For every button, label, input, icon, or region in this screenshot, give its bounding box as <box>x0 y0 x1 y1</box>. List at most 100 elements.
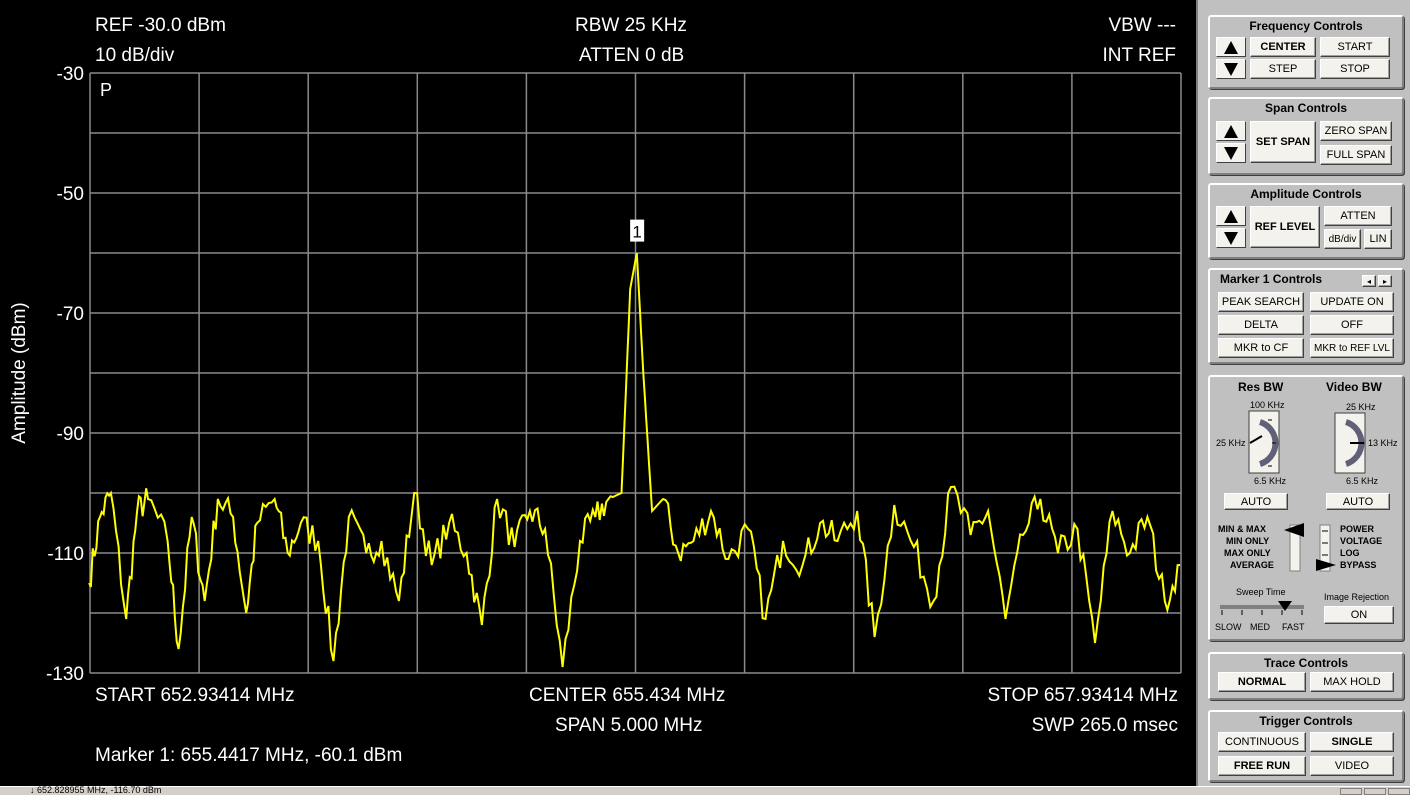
status-text: ↓ 652.828955 MHz, -116.70 dBm <box>30 785 162 795</box>
span-up-button[interactable] <box>1216 121 1246 141</box>
span-down-button[interactable] <box>1216 143 1246 163</box>
int-ref-label: INT REF <box>1102 45 1176 66</box>
detector-mode-letter: P <box>100 80 113 100</box>
start-frequency: START 652.93414 MHz <box>95 685 295 706</box>
detector-mode-slider[interactable] <box>1282 523 1304 573</box>
y-axis-ticks: -30 -50 -70 -90 -110 -130 <box>46 64 84 685</box>
group-title: Trigger Controls <box>1259 714 1353 728</box>
start-button[interactable]: START <box>1320 37 1390 57</box>
image-rejection-on-button[interactable]: ON <box>1324 606 1394 624</box>
step-button[interactable]: STEP <box>1250 59 1316 79</box>
vbw-label: VBW --- <box>1108 15 1176 36</box>
video-mode-voltage[interactable]: VOLTAGE <box>1340 536 1383 546</box>
video-mode-slider[interactable] <box>1316 523 1338 573</box>
mkr-to-ref-lvl-button[interactable]: MKR to REF LVL <box>1310 338 1394 358</box>
freq-down-button[interactable] <box>1216 59 1246 79</box>
mkr-to-cf-button[interactable]: MKR to CF <box>1218 338 1304 358</box>
amp-up-button[interactable] <box>1216 206 1246 226</box>
ref-level-button[interactable]: REF LEVEL <box>1250 206 1320 248</box>
peak-search-button[interactable]: PEAK SEARCH <box>1218 292 1304 312</box>
trigger-single-button[interactable]: SINGLE <box>1310 732 1394 752</box>
trigger-free-run-button[interactable]: FREE RUN <box>1218 756 1306 776</box>
marker-next-button[interactable]: ▸ <box>1378 275 1392 287</box>
marker-readout: Marker 1: 655.4417 MHz, -60.1 dBm <box>95 745 403 766</box>
detector-mode-average[interactable]: AVERAGE <box>1230 560 1274 570</box>
res-bw-auto-button[interactable]: AUTO <box>1224 493 1288 510</box>
y-tick-label: -70 <box>57 304 84 325</box>
marker-box <box>630 219 645 242</box>
trace-max-hold-button[interactable]: MAX HOLD <box>1310 672 1394 692</box>
atten-button[interactable]: ATTEN <box>1324 206 1392 226</box>
trigger-continuous-button[interactable]: CONTINUOUS <box>1218 732 1306 752</box>
sweep-fast-label: FAST <box>1282 622 1305 632</box>
set-span-button[interactable]: SET SPAN <box>1250 121 1316 163</box>
full-span-button[interactable]: FULL SPAN <box>1320 145 1392 165</box>
group-title: Frequency Controls <box>1249 19 1363 33</box>
res-bw-top-label: 100 KHz <box>1250 400 1285 410</box>
y-axis-label: Amplitude (dBm) <box>9 302 30 444</box>
scale-label: 10 dB/div <box>95 45 175 66</box>
detector-mode-min-only[interactable]: MIN ONLY <box>1226 536 1270 546</box>
center-frequency: CENTER 655.434 MHz <box>529 685 726 706</box>
trigger-video-button[interactable]: VIDEO <box>1310 756 1394 776</box>
res-bw-title: Res BW <box>1238 380 1284 394</box>
stop-button[interactable]: STOP <box>1320 59 1390 79</box>
sweep-slow-label: SLOW <box>1215 622 1242 632</box>
video-mode-power[interactable]: POWER <box>1340 524 1375 534</box>
res-bw-knob[interactable] <box>1248 410 1280 474</box>
marker-prev-button[interactable]: ◂ <box>1362 275 1376 287</box>
sweep-time-readout: SWP 265.0 msec <box>1031 715 1178 736</box>
group-title: Marker 1 Controls <box>1220 272 1323 286</box>
sweep-med-label: MED <box>1250 622 1270 632</box>
amp-down-button[interactable] <box>1216 228 1246 248</box>
trace-normal-button[interactable]: NORMAL <box>1218 672 1306 692</box>
arrow-up-icon <box>1224 209 1238 223</box>
group-title: Span Controls <box>1264 101 1347 115</box>
video-mode-log[interactable]: LOG <box>1340 548 1360 558</box>
rbw-label: RBW 25 KHz <box>575 15 687 36</box>
chevron-left-icon: ◂ <box>1366 276 1371 286</box>
analyzer-screen: -30 -50 -70 -90 -110 -130 Amplitude (dBm) 1 R… <box>0 0 1198 786</box>
image-rejection-title: Image Rejection <box>1324 592 1390 602</box>
group-title: Amplitude Controls <box>1250 187 1362 201</box>
arrow-down-icon <box>1224 231 1238 245</box>
res-bw-bot-label: 6.5 KHz <box>1254 476 1287 486</box>
detector-mode-min-max[interactable]: MIN & MAX <box>1218 524 1266 534</box>
res-bw-mid-label: 25 KHz <box>1216 438 1246 448</box>
sweep-time-slider[interactable] <box>1218 599 1308 619</box>
freq-up-button[interactable] <box>1216 37 1246 57</box>
ref-level-label: REF -30.0 dBm <box>95 15 226 36</box>
group-title: Trace Controls <box>1263 656 1349 670</box>
update-on-button[interactable]: UPDATE ON <box>1310 292 1394 312</box>
arrow-down-icon <box>1224 62 1238 76</box>
y-tick-label: -90 <box>57 424 84 445</box>
db-div-button[interactable]: dB/div <box>1324 229 1361 249</box>
arrow-up-icon <box>1224 40 1238 54</box>
detector-mode-max-only[interactable]: MAX ONLY <box>1224 548 1271 558</box>
sweep-time-title: Sweep Time <box>1236 587 1286 597</box>
video-bw-auto-button[interactable]: AUTO <box>1326 493 1390 510</box>
atten-label: ATTEN 0 dB <box>579 45 685 66</box>
video-bw-title: Video BW <box>1326 380 1382 394</box>
span-controls-group: Span Controls SET SPAN ZERO SPAN FULL SP… <box>1208 97 1404 175</box>
video-bw-bot-label: 6.5 KHz <box>1346 476 1379 486</box>
marker-label: 1 <box>632 223 641 242</box>
delta-button[interactable]: DELTA <box>1218 315 1304 335</box>
marker-off-button[interactable]: OFF <box>1310 315 1394 335</box>
stop-frequency: STOP 657.93414 MHz <box>987 685 1178 706</box>
plot-grid <box>89 72 1182 674</box>
y-tick-label: -130 <box>46 664 84 685</box>
lin-button[interactable]: LIN <box>1364 229 1392 249</box>
video-bw-knob[interactable] <box>1334 412 1366 474</box>
spectrum-trace <box>88 252 1181 668</box>
trace-controls-group: Trace Controls NORMAL MAX HOLD <box>1208 652 1404 700</box>
zero-span-button[interactable]: ZERO SPAN <box>1320 121 1392 141</box>
amplitude-controls-group: Amplitude Controls REF LEVEL ATTEN dB/di… <box>1208 183 1404 259</box>
video-bw-top-label: 25 KHz <box>1346 402 1376 412</box>
video-mode-bypass[interactable]: BYPASS <box>1340 560 1377 570</box>
frequency-controls-group: Frequency Controls CENTER START STEP STO… <box>1208 15 1404 89</box>
arrow-up-icon <box>1224 124 1238 138</box>
video-bw-mid-label: 13 KHz <box>1368 438 1398 448</box>
center-button[interactable]: CENTER <box>1250 37 1316 57</box>
span-readout: SPAN 5.000 MHz <box>555 715 703 736</box>
